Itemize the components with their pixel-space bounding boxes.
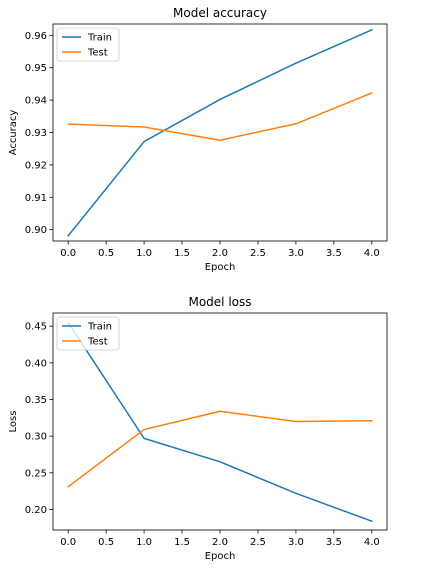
- x-tick-label: 2.0: [212, 248, 228, 259]
- y-tick-label: 0.93: [25, 128, 47, 139]
- y-tick-label: 0.96: [25, 31, 47, 42]
- y-tick-label: 0.90: [25, 225, 47, 236]
- y-axis-label: Accuracy: [8, 110, 19, 156]
- x-tick-label: 4.0: [364, 248, 380, 259]
- x-tick-label: 1.5: [174, 248, 190, 259]
- x-tick-label: 2.5: [250, 248, 266, 259]
- series-line-test: [67, 410, 373, 488]
- y-tick-label: 0.45: [25, 322, 47, 333]
- x-tick-label: 4.0: [364, 537, 380, 548]
- y-tick-label: 0.91: [25, 193, 47, 204]
- y-tick-label: 0.40: [25, 358, 47, 369]
- x-tick-label: 3.5: [326, 537, 342, 548]
- y-axis-label: Loss: [8, 411, 19, 433]
- chart-title: Model accuracy: [173, 6, 267, 20]
- legend-label-test: Test: [87, 48, 108, 59]
- x-tick-label: 2.5: [250, 537, 266, 548]
- x-tick-label: 2.0: [212, 537, 228, 548]
- y-tick-label: 0.94: [25, 96, 47, 107]
- x-tick-label: 0.0: [60, 537, 76, 548]
- y-tick-label: 0.30: [25, 432, 47, 443]
- x-tick-label: 0.0: [60, 248, 76, 259]
- series-line-train: [67, 321, 373, 523]
- y-tick-label: 0.95: [25, 63, 47, 74]
- series-line-train: [67, 28, 373, 237]
- legend-label-train: Train: [87, 33, 112, 44]
- x-tick-label: 3.0: [288, 537, 304, 548]
- y-tick-label: 0.25: [25, 468, 47, 479]
- x-tick-label: 1.0: [136, 248, 152, 259]
- x-tick-label: 1.5: [174, 537, 190, 548]
- x-axis-label: Epoch: [205, 262, 236, 273]
- x-tick-label: 0.5: [98, 537, 114, 548]
- y-tick-label: 0.92: [25, 160, 47, 171]
- chart-title: Model loss: [188, 295, 251, 309]
- y-tick-label: 0.35: [25, 395, 47, 406]
- x-tick-label: 1.0: [136, 537, 152, 548]
- series-line-test: [67, 92, 373, 142]
- legend-label-train: Train: [87, 322, 112, 333]
- x-tick-label: 3.0: [288, 248, 304, 259]
- x-tick-label: 0.5: [98, 248, 114, 259]
- y-tick-label: 0.20: [25, 505, 47, 516]
- legend-label-test: Test: [87, 337, 108, 348]
- x-tick-label: 3.5: [326, 248, 342, 259]
- x-axis-label: Epoch: [205, 551, 236, 562]
